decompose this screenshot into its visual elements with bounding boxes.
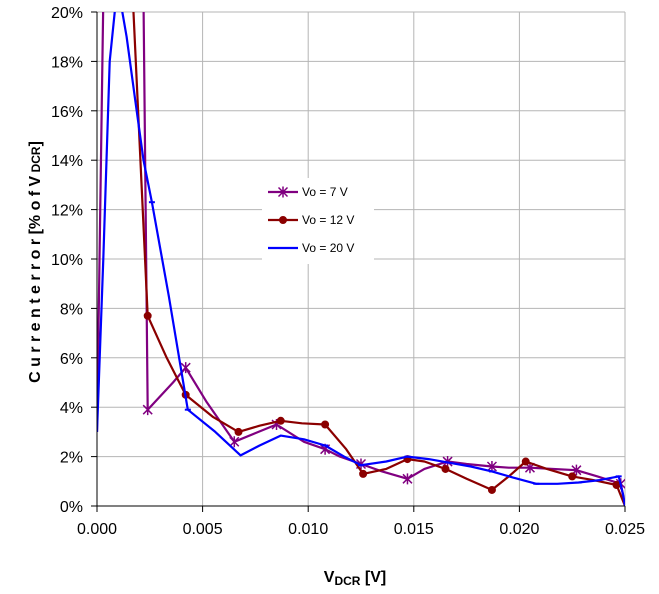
x-tick-label: 0.010 [288, 521, 328, 538]
y-tick-labels: 0% 2% 4% 6% 8% 10% 12% 14% 16% 18% 20% [51, 5, 83, 516]
y-tick-label: 16% [51, 104, 83, 121]
legend-label: Vo = 12 V [302, 213, 354, 227]
series-2 [97, 12, 625, 507]
x-tick-label: 0.015 [394, 521, 434, 538]
legend-marker [277, 186, 289, 198]
data-point [487, 485, 496, 494]
legend-label: Vo = 20 V [302, 241, 354, 255]
series-layer [97, 12, 625, 507]
x-tick-label: 0.025 [605, 521, 645, 538]
data-point [234, 427, 243, 436]
legend-marker [279, 216, 287, 224]
data-point [521, 457, 530, 466]
data-point [276, 416, 285, 425]
x-axis-title: VDCR [V] [324, 569, 386, 588]
y-tick-label: 2% [60, 450, 83, 467]
series-3 [97, 12, 625, 507]
legend: Vo = 7 V Vo = 12 V Vo = 20 V [262, 178, 374, 264]
x-tick-label: 0.005 [183, 521, 223, 538]
y-tick-label: 4% [60, 400, 83, 417]
data-point [142, 404, 153, 416]
legend-label: Vo = 7 V [302, 185, 348, 199]
data-point [180, 362, 191, 374]
axes [91, 11, 626, 512]
data-point [441, 464, 450, 473]
data-point [612, 481, 621, 490]
data-point [321, 420, 330, 429]
data-point [568, 472, 577, 481]
x-tick-label: 0.000 [77, 521, 117, 538]
y-tick-label: 10% [51, 252, 83, 269]
x-tick-labels: 0.000 0.005 0.010 0.015 0.020 0.025 [77, 521, 645, 538]
y-tick-label: 12% [51, 203, 83, 220]
data-point [229, 436, 240, 448]
data-point [486, 460, 497, 472]
y-tick-label: 18% [51, 54, 83, 71]
y-axis-title: C u r r e n t e r r o r [% o f V DCR] [27, 141, 44, 383]
y-tick-label: 6% [60, 351, 83, 368]
data-point [143, 311, 152, 320]
y-tick-label: 20% [51, 5, 83, 22]
data-point [402, 473, 413, 485]
y-tick-label: 14% [51, 153, 83, 170]
y-tick-label: 8% [60, 301, 83, 318]
x-tick-label: 0.020 [499, 521, 539, 538]
y-tick-label: 0% [60, 499, 83, 516]
data-point [359, 469, 368, 478]
